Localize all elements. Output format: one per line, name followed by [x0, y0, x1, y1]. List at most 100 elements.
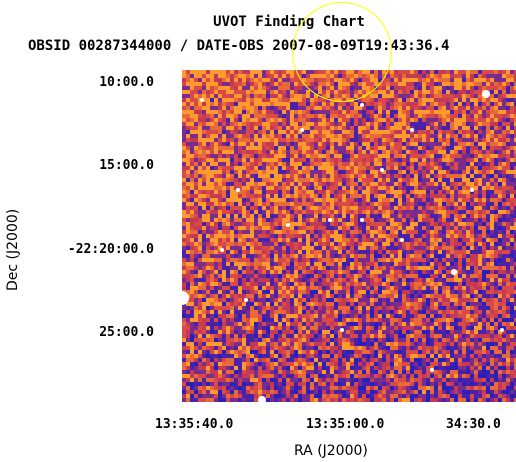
sky-pixel — [474, 262, 478, 266]
sky-pixel — [486, 154, 490, 158]
sky-pixel — [390, 278, 394, 282]
sky-pixel — [506, 202, 510, 206]
sky-pixel — [386, 274, 390, 278]
sky-pixel — [274, 130, 278, 134]
sky-pixel — [294, 238, 298, 242]
sky-pixel — [322, 94, 326, 98]
sky-pixel — [298, 134, 302, 138]
sky-pixel — [466, 230, 470, 234]
sky-pixel — [262, 142, 266, 146]
sky-pixel — [398, 258, 402, 262]
sky-pixel — [374, 214, 378, 218]
sky-pixel — [510, 94, 514, 98]
sky-pixel — [470, 94, 474, 98]
sky-pixel — [482, 230, 486, 234]
sky-pixel — [342, 290, 346, 294]
sky-pixel — [462, 102, 466, 106]
sky-pixel — [498, 78, 502, 82]
sky-pixel — [362, 130, 366, 134]
sky-pixel — [206, 294, 210, 298]
sky-pixel — [206, 110, 210, 114]
sky-pixel — [202, 82, 206, 86]
sky-pixel — [410, 122, 414, 126]
sky-pixel — [362, 162, 366, 166]
sky-pixel — [234, 102, 238, 106]
sky-pixel — [318, 134, 322, 138]
sky-pixel — [454, 166, 458, 170]
sky-pixel — [442, 230, 446, 234]
sky-pixel — [262, 210, 266, 214]
sky-pixel — [378, 122, 382, 126]
sky-pixel — [458, 158, 462, 162]
sky-pixel — [358, 154, 362, 158]
sky-pixel — [262, 218, 266, 222]
sky-pixel — [450, 114, 454, 118]
sky-pixel — [230, 158, 234, 162]
sky-pixel — [362, 142, 366, 146]
sky-pixel — [190, 262, 194, 266]
sky-pixel — [442, 302, 446, 306]
sky-pixel — [186, 106, 190, 110]
sky-pixel — [386, 246, 390, 250]
sky-pixel — [306, 126, 310, 130]
sky-pixel — [482, 222, 486, 226]
sky-pixel — [506, 190, 510, 194]
sky-pixel — [354, 154, 358, 158]
sky-pixel — [246, 166, 250, 170]
sky-pixel — [262, 78, 266, 82]
sky-pixel — [326, 274, 330, 278]
sky-pixel — [390, 162, 394, 166]
sky-pixel — [310, 258, 314, 262]
sky-pixel — [350, 278, 354, 282]
sky-pixel — [334, 262, 338, 266]
sky-pixel — [334, 286, 338, 290]
sky-pixel — [338, 110, 342, 114]
sky-pixel — [494, 178, 498, 182]
sky-pixel — [418, 174, 422, 178]
sky-pixel — [386, 182, 390, 186]
sky-pixel — [506, 114, 510, 118]
sky-pixel — [370, 298, 374, 302]
sky-pixel — [314, 182, 318, 186]
sky-pixel — [482, 130, 486, 134]
sky-pixel — [238, 182, 242, 186]
sky-pixel — [222, 306, 226, 310]
sky-pixel — [310, 82, 314, 86]
sky-pixel — [250, 82, 254, 86]
sky-pixel — [294, 90, 298, 94]
sky-pixel — [210, 286, 214, 290]
sky-pixel — [246, 238, 250, 242]
sky-pixel — [474, 110, 478, 114]
sky-pixel — [274, 194, 278, 198]
sky-pixel — [502, 290, 506, 294]
sky-pixel — [466, 294, 470, 298]
sky-pixel — [218, 78, 222, 82]
sky-pixel — [382, 134, 386, 138]
sky-pixel — [290, 186, 294, 190]
sky-pixel — [434, 130, 438, 134]
sky-pixel — [474, 282, 478, 286]
sky-pixel — [270, 106, 274, 110]
sky-pixel — [486, 118, 490, 122]
sky-pixel — [438, 190, 442, 194]
sky-pixel — [314, 70, 318, 74]
sky-pixel — [434, 154, 438, 158]
sky-pixel — [482, 226, 486, 230]
sky-pixel — [214, 70, 218, 74]
sky-pixel — [390, 98, 394, 102]
sky-pixel — [510, 154, 514, 158]
sky-pixel — [494, 222, 498, 226]
sky-pixel — [482, 178, 486, 182]
sky-pixel — [218, 306, 222, 310]
sky-pixel — [226, 126, 230, 130]
sky-pixel — [418, 166, 422, 170]
sky-pixel — [402, 182, 406, 186]
sky-pixel — [370, 206, 374, 210]
sky-pixel — [194, 122, 198, 126]
sky-pixel — [402, 214, 406, 218]
sky-pixel — [210, 98, 214, 102]
sky-pixel — [398, 178, 402, 182]
sky-pixel — [190, 202, 194, 206]
sky-pixel — [238, 114, 242, 118]
sky-pixel — [402, 190, 406, 194]
